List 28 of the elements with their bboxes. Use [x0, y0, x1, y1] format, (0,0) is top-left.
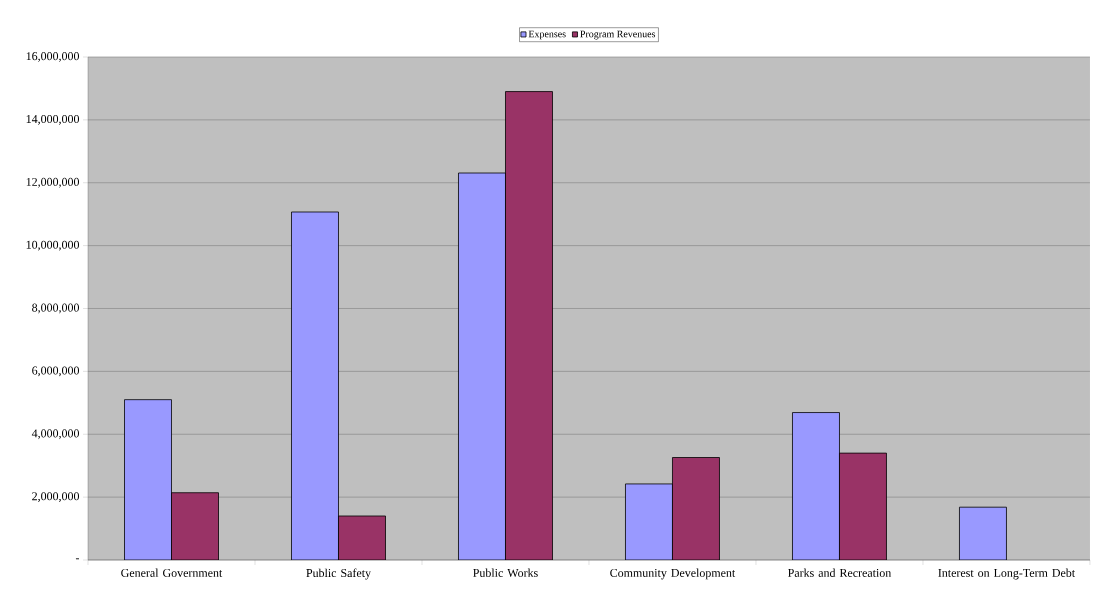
legend-label: Program Revenues [580, 30, 656, 40]
bar [959, 506, 1007, 560]
x-tick-label: Public Works [473, 568, 538, 577]
y-tick-label: 8,000,000 [32, 303, 80, 314]
y-tick-label: 2,000,000 [32, 492, 80, 503]
x-tick-label: Public Safety [306, 568, 371, 580]
bar [672, 457, 720, 560]
bar [291, 211, 339, 560]
legend-label: Expenses [528, 30, 566, 40]
y-tick-label: - [75, 558, 80, 560]
bar [458, 172, 506, 560]
y-tick-label: 12,000,000 [26, 177, 80, 188]
y-tick-label: 6,000,000 [32, 366, 80, 377]
bar [338, 515, 386, 560]
y-tick-label: 10,000,000 [26, 240, 80, 251]
bar [792, 412, 840, 560]
x-tick-label: Parks and Recreation [788, 568, 892, 577]
x-tick-label: Community Development [610, 568, 736, 580]
bar [839, 452, 887, 560]
x-tick-label: Interest on Long-Term Debt [938, 568, 1076, 580]
x-tick-label: General Government [121, 568, 223, 577]
bar [625, 483, 673, 560]
bar [171, 492, 219, 560]
y-tick-label: 14,000,000 [26, 114, 80, 125]
bar [124, 399, 172, 560]
bar [505, 91, 553, 560]
y-tick-label: 4,000,000 [31, 429, 80, 440]
y-tick-label: 16,000,000 [26, 52, 80, 62]
